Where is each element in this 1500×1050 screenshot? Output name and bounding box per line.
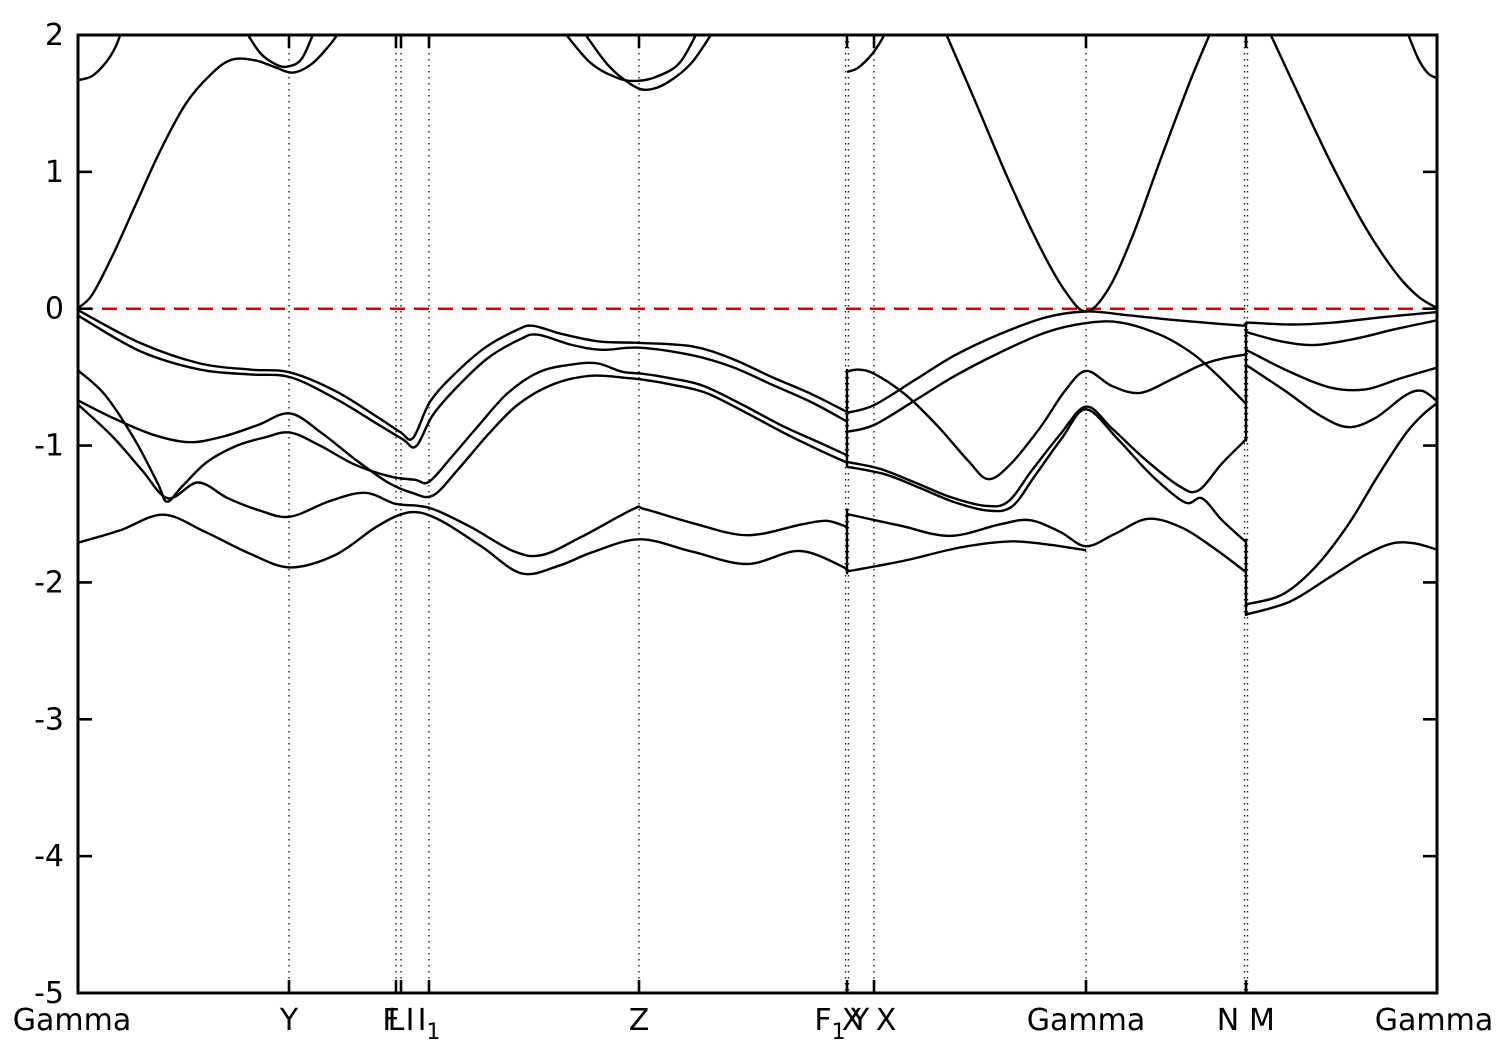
k-point-label-m: M xyxy=(1249,1003,1275,1038)
band-curve-conduction-corner-right xyxy=(1406,35,1437,80)
band-curves xyxy=(78,35,1437,616)
y-axis-tick-label: -4 xyxy=(34,839,64,874)
k-point-label-f: F xyxy=(382,1003,399,1038)
k-point-label-gamma: Gamma xyxy=(1027,1003,1145,1038)
band-curve-conduction-f1-start xyxy=(846,35,886,74)
band-curve-valence-13 xyxy=(846,540,1087,573)
band-curve-conduction-z-parabola-2 xyxy=(584,35,713,92)
band-curve-valence-11 xyxy=(846,408,1247,543)
y-tick-labels: 2 1 0 -1 -2 -3 -4 -5 xyxy=(34,18,64,1011)
band-curve-valence-14 xyxy=(1245,310,1437,326)
band-curve-valence-1 xyxy=(78,309,848,441)
band-curve-valence-2 xyxy=(78,314,848,449)
band-curve-conduction-gamma-v xyxy=(945,35,1211,313)
y-axis-tick-label: 1 xyxy=(45,155,64,190)
k-point-label-z: Z xyxy=(629,1003,650,1038)
y-ticks xyxy=(78,33,1437,995)
band-curve-valence-19 xyxy=(1245,541,1437,616)
y-axis-tick-label: 2 xyxy=(45,18,64,53)
band-curve-valence-5 xyxy=(78,403,848,558)
band-curve-valence-3 xyxy=(78,361,848,503)
band-curve-valence-12 xyxy=(846,512,1247,574)
band-curve-valence-8 xyxy=(846,320,1247,434)
k-point-label-y: Y xyxy=(850,1003,870,1038)
y-axis-tick-label: -2 xyxy=(34,565,64,600)
k-point-label-y: Y xyxy=(279,1003,299,1038)
k-point-label-x: X xyxy=(842,1003,863,1038)
band-curve-valence-10 xyxy=(846,405,1247,508)
band-curve-conduction-z-parabola-1 xyxy=(564,35,698,83)
x-ticks xyxy=(287,35,1248,993)
discontinuity-connectors xyxy=(845,321,1248,616)
band-curve-valence-6 xyxy=(78,510,848,576)
axes-frame xyxy=(76,33,1439,995)
k-point-label-gamma: Gamma xyxy=(13,1003,131,1038)
band-curve-valence-9 xyxy=(846,353,1247,481)
k-point-label-x: X xyxy=(876,1003,897,1038)
band-curve-valence-16 xyxy=(1245,348,1437,392)
k-point-label-n: N xyxy=(1217,1003,1239,1038)
band-curve-valence-4 xyxy=(78,374,848,499)
band-curve-conduction-crossing-left xyxy=(78,35,339,309)
y-axis-tick-label: -1 xyxy=(34,429,64,464)
k-point-label-l: L xyxy=(388,1003,405,1038)
band-curve-conduction-corner-left xyxy=(78,35,122,82)
k-point-label-gamma: Gamma xyxy=(1375,1003,1493,1038)
band-curve-valence-7 xyxy=(846,310,1247,414)
band-curve-valence-18 xyxy=(1245,402,1437,606)
band-curve-valence-15 xyxy=(1245,319,1437,347)
y-axis-tick-label: 0 xyxy=(45,292,64,327)
band-curve-conduction-m-descender xyxy=(1269,35,1437,310)
k-point-label-i: I xyxy=(406,1003,415,1038)
band-curve-valence-17 xyxy=(1245,363,1437,429)
kpoint-gridlines xyxy=(288,35,1249,993)
band-curve-conduction-y-parabola xyxy=(246,35,314,69)
y-axis-tick-label: -5 xyxy=(34,976,64,1011)
y-axis-tick-label: -3 xyxy=(34,702,64,737)
